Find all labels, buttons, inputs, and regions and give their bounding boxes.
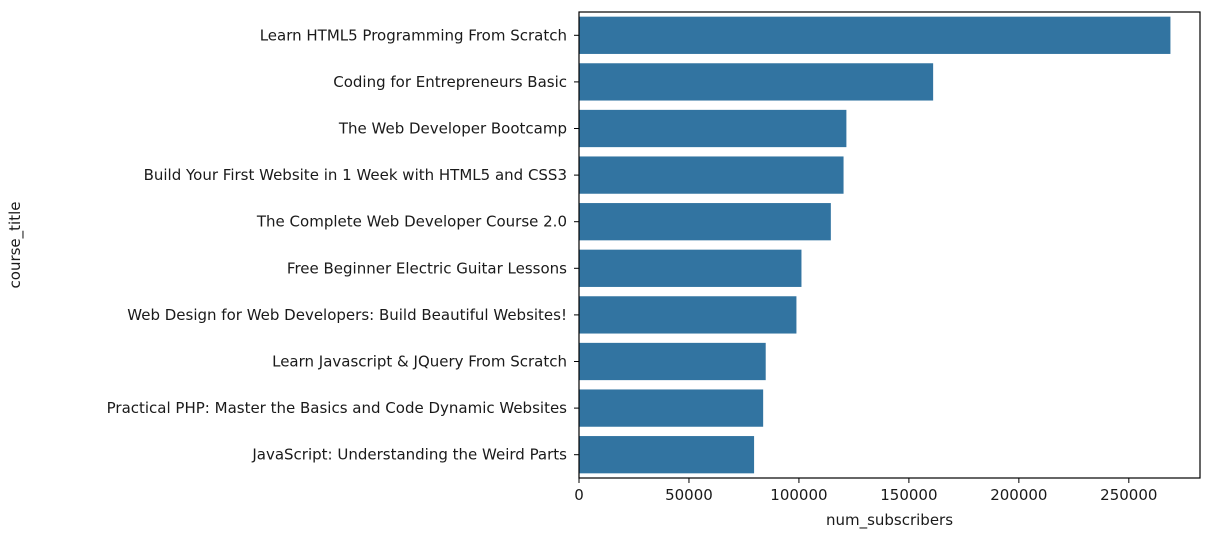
x-tick-label: 200000 bbox=[990, 486, 1047, 504]
y-axis-label: course_title bbox=[6, 202, 25, 289]
bar bbox=[579, 109, 847, 148]
bar bbox=[579, 203, 831, 241]
category-label: Learn HTML5 Programming From Scratch bbox=[260, 26, 567, 44]
category-label: The Complete Web Developer Course 2.0 bbox=[256, 213, 567, 231]
x-tick-label: 250000 bbox=[1100, 486, 1157, 504]
x-axis-ticks: 0 50000 100000 150000 200000 250000 bbox=[574, 478, 1157, 504]
category-label: JavaScript: Understanding the Weird Part… bbox=[251, 446, 567, 464]
x-tick-label: 0 bbox=[574, 486, 584, 504]
bar bbox=[579, 296, 797, 334]
bar bbox=[579, 156, 844, 194]
x-tick-label: 150000 bbox=[880, 486, 937, 504]
category-label: Web Design for Web Developers: Build Bea… bbox=[127, 306, 567, 324]
bar bbox=[579, 436, 755, 474]
bar bbox=[579, 63, 934, 101]
bar bbox=[579, 389, 764, 427]
x-tick-label: 50000 bbox=[665, 486, 713, 504]
category-label: Practical PHP: Master the Basics and Cod… bbox=[107, 399, 568, 417]
category-label: Free Beginner Electric Guitar Lessons bbox=[287, 259, 567, 277]
bar bbox=[579, 249, 802, 287]
bars-group bbox=[579, 16, 1171, 474]
bar bbox=[579, 342, 766, 381]
category-label: Learn Javascript & JQuery From Scratch bbox=[272, 353, 567, 371]
plot-frame bbox=[578, 11, 1201, 479]
category-tick-labels: Learn HTML5 Programming From Scratch Codi… bbox=[107, 26, 579, 464]
category-label: Coding for Entrepreneurs Basic bbox=[333, 73, 567, 91]
x-tick-label: 100000 bbox=[770, 486, 827, 504]
category-label: The Web Developer Bootcamp bbox=[338, 120, 567, 138]
x-axis-label: num_subscribers bbox=[826, 511, 953, 530]
category-label: Build Your First Website in 1 Week with … bbox=[144, 166, 567, 184]
bar bbox=[579, 16, 1171, 54]
